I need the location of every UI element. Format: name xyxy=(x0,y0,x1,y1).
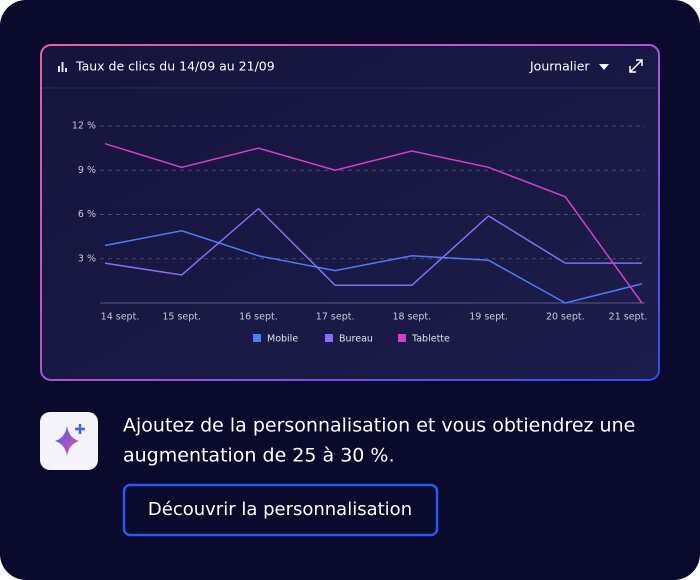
x-tick-label: 17 sept. xyxy=(316,312,355,323)
legend-label: Mobile xyxy=(267,334,298,345)
chart-card xyxy=(40,44,660,381)
x-tick-label: 18 sept. xyxy=(393,312,432,323)
period-select[interactable]: Journalier xyxy=(529,59,590,74)
y-tick-label: 6 % xyxy=(78,209,96,220)
expand-icon[interactable] xyxy=(629,59,643,73)
legend-swatch xyxy=(325,334,333,342)
plus-icon xyxy=(75,424,85,434)
series-line xyxy=(104,207,642,287)
y-tick-label: 12 % xyxy=(72,121,96,132)
headline: Ajoutez de la personnalisation et vous o… xyxy=(123,415,635,437)
series-line xyxy=(104,229,643,304)
x-tick-label: 14 sept. xyxy=(101,312,140,323)
x-tick-label: 19 sept. xyxy=(469,312,508,323)
legend-label: Bureau xyxy=(339,334,373,345)
plot: 3 % 6 % 9 % 12 % 14 sept. 15 sept. 16 sept. 17 … xyxy=(72,121,647,345)
chart-icon xyxy=(58,62,67,72)
chart-title: Taux de clics du 14/09 au 21/09 xyxy=(75,59,275,74)
sparkle-icon xyxy=(55,426,79,456)
dropdown-arrow[interactable] xyxy=(599,64,609,70)
y-tick-label: 3 % xyxy=(78,253,96,264)
legend-swatch xyxy=(253,334,261,342)
cta-label[interactable]: Découvrir la personnalisation xyxy=(148,499,412,520)
headline: augmentation de 25 à 30 %. xyxy=(123,445,395,467)
legend-swatch xyxy=(398,334,406,342)
series-line xyxy=(104,142,643,304)
legend-label: Tablette xyxy=(411,334,450,345)
cta-button[interactable] xyxy=(122,483,439,537)
x-tick-label: 16 sept. xyxy=(239,312,278,323)
x-tick-label: 20 sept. xyxy=(546,312,585,323)
x-tick-label: 15 sept. xyxy=(162,312,201,323)
x-tick-label: 21 sept. xyxy=(609,312,648,323)
y-tick-label: 9 % xyxy=(78,165,96,176)
